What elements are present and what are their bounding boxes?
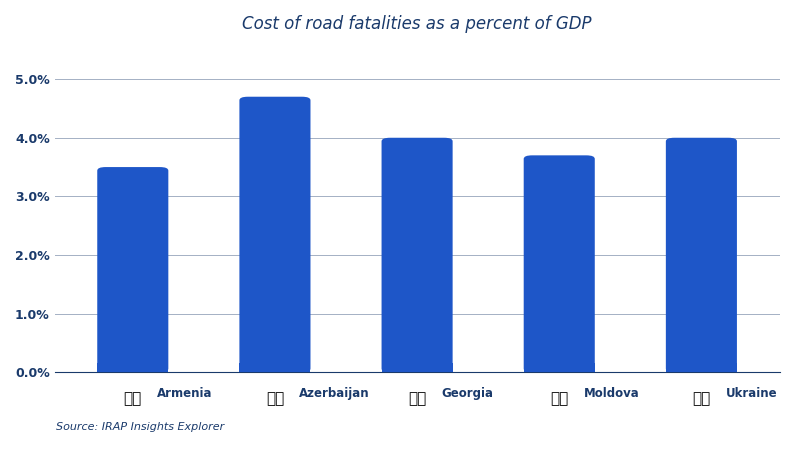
Title: Cost of road fatalities as a percent of GDP: Cost of road fatalities as a percent of … <box>242 15 592 33</box>
FancyBboxPatch shape <box>382 364 453 372</box>
FancyBboxPatch shape <box>98 364 168 372</box>
Text: Ukraine: Ukraine <box>726 387 777 400</box>
FancyBboxPatch shape <box>382 138 453 372</box>
Text: 🇬🇪: 🇬🇪 <box>408 392 426 406</box>
FancyBboxPatch shape <box>239 97 310 372</box>
Text: Source: IRAP Insights Explorer: Source: IRAP Insights Explorer <box>56 422 224 432</box>
Text: 🇦🇲: 🇦🇲 <box>124 392 142 406</box>
Text: Azerbaijan: Azerbaijan <box>299 387 370 400</box>
FancyBboxPatch shape <box>239 364 310 372</box>
Text: 🇺🇦: 🇺🇦 <box>692 392 710 406</box>
FancyBboxPatch shape <box>98 167 168 372</box>
Text: Moldova: Moldova <box>583 387 639 400</box>
Text: 🇦🇿: 🇦🇿 <box>266 392 284 406</box>
Text: Armenia: Armenia <box>157 387 213 400</box>
FancyBboxPatch shape <box>666 138 737 372</box>
FancyBboxPatch shape <box>524 364 594 372</box>
Text: 🇲🇩: 🇲🇩 <box>550 392 568 406</box>
FancyBboxPatch shape <box>524 155 594 372</box>
FancyBboxPatch shape <box>666 364 737 372</box>
Text: Georgia: Georgia <box>442 387 494 400</box>
